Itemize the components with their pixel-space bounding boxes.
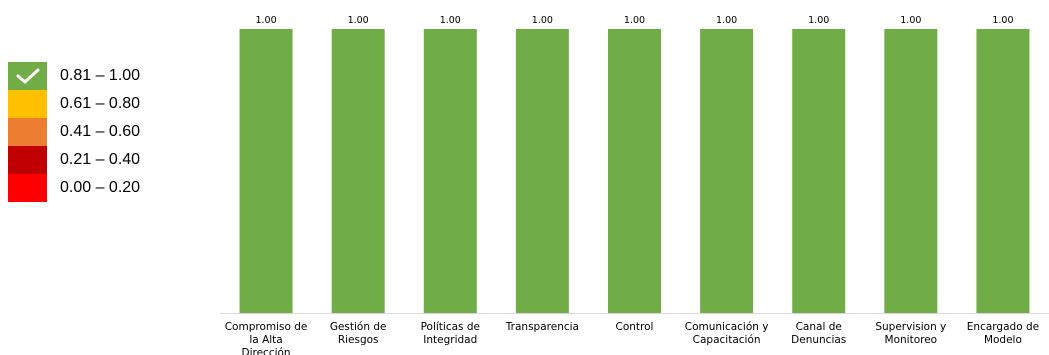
data-label: 1.00 bbox=[992, 15, 1013, 26]
category-label: Control bbox=[616, 321, 654, 333]
bar bbox=[884, 29, 938, 313]
data-label: 1.00 bbox=[532, 15, 553, 26]
data-label: 1.00 bbox=[255, 15, 276, 26]
category-label: Encargado de Modelo bbox=[967, 321, 1039, 346]
category-label: Políticas de Integridad bbox=[421, 321, 480, 346]
legend-swatch-red bbox=[8, 174, 47, 202]
data-label: 1.00 bbox=[440, 15, 461, 26]
legend-item-fair: 0.41 – 0.60 bbox=[8, 118, 208, 146]
bar bbox=[608, 29, 661, 313]
category-label: Supervision y Monitoreo bbox=[875, 321, 946, 346]
bar bbox=[515, 29, 569, 313]
data-label: 1.00 bbox=[716, 15, 737, 26]
legend-label: 0.61 – 0.80 bbox=[60, 95, 141, 112]
category-label: Compromiso de la Alta Dirección bbox=[225, 321, 308, 355]
legend-label: 0.81 – 1.00 bbox=[60, 67, 141, 84]
legend-swatch-green bbox=[8, 62, 47, 90]
bar bbox=[423, 29, 477, 313]
legend-label: 0.41 – 0.60 bbox=[60, 123, 141, 140]
legend-item-poor: 0.21 – 0.40 bbox=[8, 146, 208, 174]
legend-label: 0.21 – 0.40 bbox=[60, 151, 141, 168]
legend-label: 0.00 – 0.20 bbox=[60, 179, 141, 196]
bar bbox=[239, 29, 293, 313]
bar bbox=[700, 29, 754, 313]
data-label: 1.00 bbox=[624, 15, 645, 26]
legend-swatch-dark-red bbox=[8, 146, 47, 174]
category-label: Transparencia bbox=[505, 321, 579, 333]
category-label: Gestión de Riesgos bbox=[330, 321, 387, 346]
bar bbox=[792, 29, 846, 313]
data-label: 1.00 bbox=[900, 15, 921, 26]
legend-item-good: 0.61 – 0.80 bbox=[8, 90, 208, 118]
legend-swatch-yellow bbox=[8, 90, 47, 118]
bar bbox=[976, 29, 1030, 313]
color-scale-legend: 0.81 – 1.00 0.61 – 0.80 0.41 – 0.60 0.21… bbox=[8, 62, 208, 202]
data-label: 1.00 bbox=[348, 15, 369, 26]
bar bbox=[331, 29, 385, 313]
data-label: 1.00 bbox=[808, 15, 829, 26]
check-icon bbox=[16, 68, 40, 84]
legend-item-critical: 0.00 – 0.20 bbox=[8, 174, 208, 202]
legend-item-excellent: 0.81 – 1.00 bbox=[8, 62, 208, 90]
category-label: Comunicación y Capacitación bbox=[685, 321, 769, 346]
category-label: Canal de Denuncias bbox=[791, 321, 846, 346]
legend-swatch-orange bbox=[8, 118, 47, 146]
